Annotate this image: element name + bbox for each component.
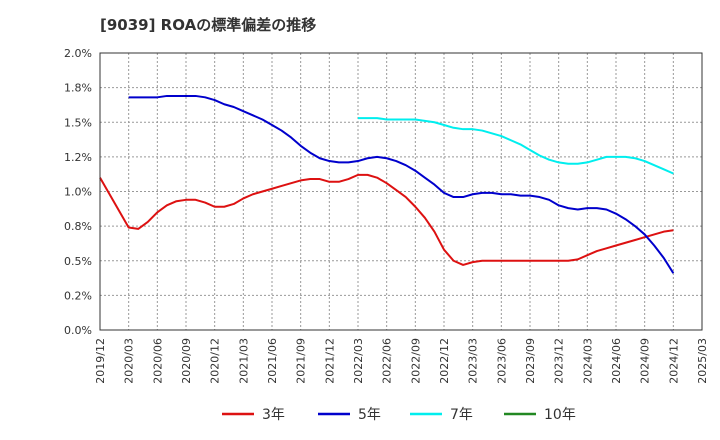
y-tick-label: 1.8%	[64, 82, 92, 95]
x-tick-label: 2024/12	[667, 338, 680, 384]
legend-label-1: 5年	[358, 407, 381, 423]
x-tick-label: 2019/12	[94, 338, 107, 384]
x-tick-label: 2023/12	[553, 338, 566, 384]
legend-label-0: 3年	[262, 407, 285, 423]
y-tick-label: 0.2%	[64, 289, 92, 302]
x-tick-label: 2021/03	[237, 338, 250, 384]
plot-border	[99, 52, 703, 331]
x-tick-label: 2022/09	[409, 338, 422, 384]
x-axis-ticks: 2019/12 2020/03 2020/06 2020/09 2020/12 2021/…	[94, 338, 709, 384]
x-tick-label: 2024/09	[639, 338, 652, 384]
gridlines	[99, 52, 703, 331]
series-lines	[99, 94, 675, 274]
y-tick-label: 0.0%	[64, 324, 92, 337]
x-tick-label: 2024/03	[581, 338, 594, 384]
x-tick-label: 2022/03	[352, 338, 365, 384]
x-tick-label: 2025/03	[696, 338, 709, 384]
x-tick-label: 2020/03	[123, 338, 136, 384]
series-line-0	[99, 173, 674, 266]
series-line-1	[128, 94, 675, 274]
y-tick-label: 1.5%	[64, 116, 92, 129]
plot-frame	[99, 52, 703, 331]
y-tick-label: 0.8%	[64, 220, 92, 233]
y-axis-ticks: 0.0% 0.2% 0.5% 0.8% 1.0% 1.2% 1.5% 1.8% 2.0%	[64, 47, 92, 337]
x-tick-label: 2023/03	[467, 338, 480, 384]
x-tick-label: 2023/09	[524, 338, 537, 384]
x-tick-label: 2020/06	[151, 338, 164, 384]
y-tick-label: 0.5%	[64, 255, 92, 268]
x-tick-label: 2021/12	[323, 338, 336, 384]
x-tick-label: 2020/09	[180, 338, 193, 384]
x-tick-label: 2022/12	[438, 338, 451, 384]
y-tick-label: 2.0%	[64, 47, 92, 60]
legend-label-3: 10年	[544, 407, 576, 423]
x-tick-label: 2022/06	[381, 338, 394, 384]
y-tick-label: 1.2%	[64, 151, 92, 164]
legend-label-2: 7年	[450, 407, 473, 423]
legend: 3年 5年 7年 10年	[222, 407, 576, 423]
x-tick-label: 2024/06	[610, 338, 623, 384]
y-tick-label: 1.0%	[64, 186, 92, 199]
x-tick-label: 2023/06	[495, 338, 508, 384]
chart-title: [9039] ROAの標準偏差の推移	[100, 16, 317, 34]
series-line-2	[358, 117, 674, 175]
x-tick-label: 2021/09	[295, 338, 308, 384]
x-tick-label: 2020/12	[209, 338, 222, 384]
x-tick-label: 2021/06	[266, 338, 279, 384]
